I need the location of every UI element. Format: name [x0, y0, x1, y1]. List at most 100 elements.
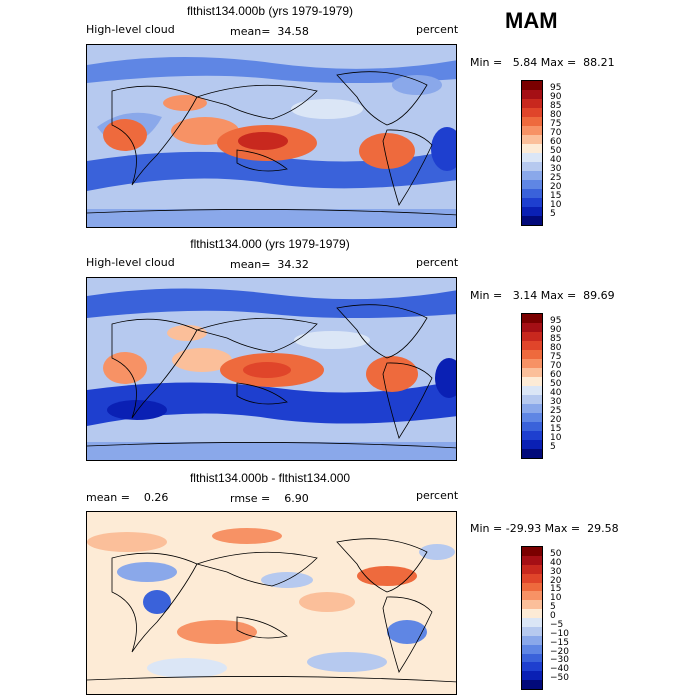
colorbar-swatch: [522, 350, 542, 359]
colorbar-swatch: [522, 377, 542, 386]
colorbar-swatch: [522, 323, 542, 332]
panel-1-colorbar: [521, 80, 543, 226]
season-label: MAM: [505, 8, 558, 33]
colorbar-swatch: [522, 359, 542, 368]
panel-1-units: percent: [416, 23, 459, 36]
panel-2-map: [86, 277, 457, 461]
colorbar-tick-label: 5: [550, 209, 556, 219]
colorbar-tick-label: 80: [550, 343, 562, 353]
panel-3-title: flthist134.000b - flthist134.000: [189, 471, 351, 485]
colorbar-swatch: [522, 90, 542, 99]
colorbar-tick-label: −40: [550, 664, 569, 675]
colorbar-tick-label: 30: [550, 164, 562, 174]
colorbar-swatch: [522, 609, 542, 618]
colorbar-tick-label: 70: [550, 361, 562, 371]
panel-2-variable: High-level cloud: [86, 256, 175, 269]
panel-2-title: flthist134.000 (yrs 1979-1979): [190, 237, 350, 251]
colorbar-swatch: [522, 573, 542, 583]
colorbar-tick-label: 80: [550, 110, 562, 120]
panel-2-units: percent: [416, 256, 459, 269]
colorbar-swatch: [522, 341, 542, 350]
panel-1-title: flthist134.000b (yrs 1979-1979): [186, 4, 354, 18]
colorbar-tick-label: 20: [550, 575, 562, 586]
colorbar-swatch: [522, 564, 542, 574]
colorbar-tick-label: 90: [550, 325, 562, 335]
colorbar-swatch: [522, 395, 542, 404]
panel-1-mean: mean= 34.58: [230, 25, 309, 38]
colorbar-swatch: [522, 582, 542, 592]
panel-3-colorbar: [521, 546, 543, 690]
colorbar-swatch: [522, 680, 542, 689]
colorbar-tick-label: −20: [550, 646, 569, 657]
colorbar-tick-label: 40: [550, 155, 562, 165]
colorbar-swatch: [522, 644, 542, 654]
colorbar-tick-label: 40: [550, 557, 562, 568]
colorbar-tick-label: 15: [550, 191, 562, 201]
colorbar-tick-label: 0: [550, 611, 556, 621]
colorbar-tick-label: 10: [550, 433, 562, 443]
colorbar-tick-label: 50: [550, 548, 562, 559]
colorbar-swatch: [522, 431, 542, 440]
colorbar-swatch: [522, 413, 542, 422]
panel-1-map: [86, 44, 457, 228]
colorbar-swatch: [522, 153, 542, 162]
colorbar-tick-label: 20: [550, 182, 562, 192]
colorbar-swatch: [522, 144, 542, 153]
colorbar-tick-label: −30: [550, 655, 569, 666]
colorbar-tick-label: 30: [550, 397, 562, 407]
colorbar-tick-label: 5: [550, 602, 556, 613]
colorbar-swatch: [522, 422, 542, 431]
colorbar-swatch: [522, 386, 542, 395]
colorbar-swatch: [522, 108, 542, 117]
colorbar-swatch: [522, 198, 542, 207]
colorbar-tick-label: 40: [550, 388, 562, 398]
colorbar-tick-label: 50: [550, 379, 562, 389]
colorbar-swatch: [522, 449, 542, 458]
colorbar-swatch: [522, 126, 542, 135]
colorbar-swatch: [522, 117, 542, 126]
panel-3-min-max: Min = -29.93 Max = 29.58: [470, 522, 619, 535]
colorbar-swatch: [522, 671, 542, 681]
colorbar-tick-label: 50: [550, 146, 562, 156]
panel-1-field: [87, 45, 456, 227]
panel-3-map: [86, 511, 457, 695]
colorbar-tick-label: 10: [550, 593, 562, 604]
colorbar-tick-label: 30: [550, 566, 562, 577]
colorbar-swatch: [522, 600, 542, 610]
colorbar-swatch: [522, 626, 542, 636]
colorbar-tick-label: 85: [550, 334, 562, 344]
colorbar-tick-label: 15: [550, 584, 562, 595]
panel-3-field: [87, 512, 456, 694]
colorbar-swatch: [522, 618, 542, 627]
colorbar-tick-label: 85: [550, 101, 562, 111]
colorbar-swatch: [522, 216, 542, 225]
colorbar-tick-label: 60: [550, 137, 562, 147]
colorbar-swatch: [522, 135, 542, 144]
colorbar-tick-label: 5: [550, 442, 556, 452]
colorbar-tick-label: 60: [550, 370, 562, 380]
colorbar-swatch: [522, 591, 542, 601]
colorbar-tick-label: −50: [550, 673, 569, 684]
colorbar-tick-label: 95: [550, 316, 562, 326]
colorbar-tick-label: 75: [550, 119, 562, 129]
colorbar-swatch: [522, 635, 542, 645]
colorbar-tick-label: 15: [550, 424, 562, 434]
panel-1-min-max: Min = 5.84 Max = 88.21: [470, 56, 615, 69]
colorbar-tick-label: 25: [550, 173, 562, 183]
colorbar-swatch: [522, 653, 542, 663]
colorbar-swatch: [522, 440, 542, 449]
panel-3-mean: mean = 0.26: [86, 491, 169, 504]
panel-3-units: percent: [416, 489, 459, 502]
colorbar-swatch: [522, 162, 542, 171]
panel-1-variable: High-level cloud: [86, 23, 175, 36]
colorbar-tick-label: −10: [550, 628, 569, 639]
colorbar-swatch: [522, 180, 542, 189]
panel-2-field: [87, 278, 456, 460]
panel-2-colorbar: [521, 313, 543, 459]
colorbar-tick-label: 20: [550, 415, 562, 425]
panel-3-rmse: rmse = 6.90: [230, 492, 309, 505]
colorbar-swatch: [522, 547, 542, 556]
colorbar-tick-label: 10: [550, 200, 562, 210]
colorbar-tick-label: −5: [550, 619, 564, 630]
colorbar-tick-label: 25: [550, 406, 562, 416]
